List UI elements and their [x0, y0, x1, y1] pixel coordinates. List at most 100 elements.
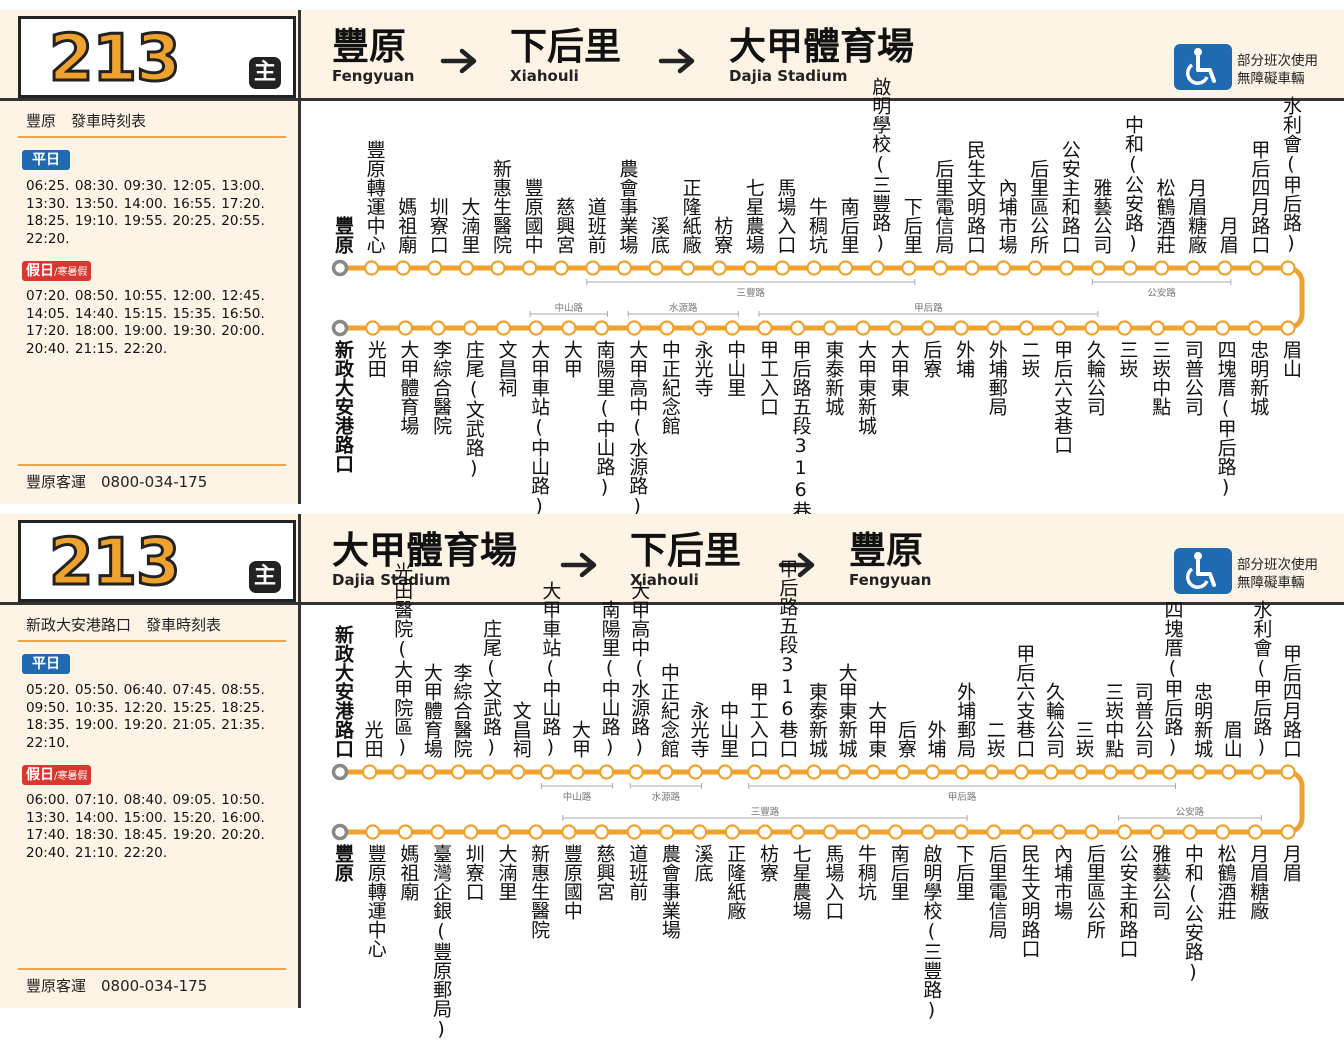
stop-dot[interactable]: [836, 764, 852, 780]
terminal-stop-dot[interactable]: [331, 763, 349, 781]
stop-label[interactable]: 大甲東: [865, 701, 888, 758]
stop-label[interactable]: 光田: [364, 340, 387, 378]
stop-dot[interactable]: [450, 764, 467, 780]
stop-label[interactable]: 農會事業場: [616, 159, 639, 254]
stop-label[interactable]: 眉山: [1220, 720, 1243, 758]
stop-dot[interactable]: [427, 260, 443, 276]
stop-label[interactable]: 中山里: [724, 340, 747, 397]
stop-label[interactable]: 甲后六支巷口: [1051, 340, 1074, 454]
stop-dot[interactable]: [628, 764, 644, 780]
stop-label[interactable]: 月眉: [1216, 216, 1239, 254]
terminal-stop-dot[interactable]: [331, 259, 349, 277]
stop-label[interactable]: 雅藝公司: [1149, 844, 1172, 920]
stop-label[interactable]: 久輪公司: [1083, 340, 1106, 416]
stop-label[interactable]: 月眉: [1280, 844, 1302, 882]
stop-label[interactable]: 正隆紙廠: [724, 844, 747, 920]
stop-dot[interactable]: [648, 260, 664, 276]
terminal-stop-dot[interactable]: [331, 319, 349, 337]
stop-dot[interactable]: [1027, 260, 1043, 276]
stop-dot[interactable]: [1280, 260, 1296, 276]
stop-label[interactable]: 永光寺: [691, 340, 714, 397]
stop-label[interactable]: 南后里: [887, 844, 910, 901]
stop-label[interactable]: 司普公司: [1131, 682, 1154, 758]
stop-dot[interactable]: [658, 764, 674, 780]
stop-label[interactable]: 李綜合醫院: [430, 340, 453, 435]
stop-dot[interactable]: [430, 320, 446, 336]
stop-label[interactable]: 圳寮口: [426, 197, 449, 254]
stop-label[interactable]: 甲后路五段316巷口: [789, 340, 812, 539]
stop-dot[interactable]: [1247, 320, 1263, 336]
stop-dot[interactable]: [724, 320, 740, 336]
stop-dot[interactable]: [1116, 320, 1133, 336]
stop-label[interactable]: 外埔: [953, 340, 976, 378]
stop-dot[interactable]: [865, 764, 881, 780]
stop-dot[interactable]: [679, 260, 696, 276]
stop-dot[interactable]: [687, 764, 704, 780]
stop-label[interactable]: 新惠生醫院: [490, 159, 512, 254]
stop-label[interactable]: 甲工入口: [746, 682, 769, 758]
stop-dot[interactable]: [458, 260, 474, 276]
stop-dot[interactable]: [616, 260, 633, 276]
stop-label[interactable]: 后寮: [920, 340, 943, 378]
stop-label[interactable]: 四塊厝(甲后路): [1214, 340, 1237, 498]
stop-label[interactable]: 七星農場: [789, 844, 812, 920]
stop-dot[interactable]: [480, 764, 496, 780]
stop-label[interactable]: 正隆紙廠: [679, 178, 702, 254]
stop-dot[interactable]: [1182, 824, 1198, 840]
stop-label[interactable]: 啟明學校(三豐路): [920, 844, 943, 1021]
stop-dot[interactable]: [1280, 764, 1296, 780]
stop-label[interactable]: 后寮: [894, 720, 917, 758]
stop-label[interactable]: 臺灣企銀(豐原郵局): [430, 844, 453, 1040]
stop-label[interactable]: 大甲車站(中山路): [539, 581, 562, 758]
stop-dot[interactable]: [585, 260, 601, 276]
stop-dot[interactable]: [1182, 320, 1198, 336]
stop-dot[interactable]: [822, 320, 838, 336]
stop-dot[interactable]: [1153, 260, 1170, 276]
stop-dot[interactable]: [995, 260, 1012, 276]
stop-dot[interactable]: [1248, 260, 1265, 276]
stop-label[interactable]: 圳寮口: [462, 844, 485, 901]
stop-dot[interactable]: [724, 824, 740, 840]
stop-label[interactable]: 二崁: [1018, 340, 1041, 378]
stop-dot[interactable]: [806, 260, 822, 276]
stop-dot[interactable]: [691, 320, 708, 336]
stop-label[interactable]: 東泰新城: [822, 340, 845, 416]
stop-dot[interactable]: [495, 320, 512, 336]
stop-dot[interactable]: [463, 320, 479, 336]
stop-dot[interactable]: [901, 260, 917, 276]
stop-dot[interactable]: [1247, 824, 1263, 840]
stop-label[interactable]: 民生文明路口: [1018, 844, 1041, 958]
stop-label[interactable]: 溪底: [691, 844, 714, 882]
stop-dot[interactable]: [1043, 764, 1059, 780]
stop-label[interactable]: 大湳里: [458, 197, 481, 254]
stop-dot[interactable]: [984, 764, 1000, 780]
stop-dot[interactable]: [365, 824, 381, 840]
stop-label[interactable]: 水利會(甲后路): [1280, 96, 1302, 254]
stop-dot[interactable]: [561, 320, 577, 336]
stop-dot[interactable]: [869, 260, 885, 276]
stop-dot[interactable]: [1051, 320, 1067, 336]
stop-dot[interactable]: [1215, 320, 1231, 336]
stop-label[interactable]: 松鶴酒莊: [1153, 178, 1176, 254]
stop-label[interactable]: 內埔市場: [1051, 844, 1074, 920]
stop-label[interactable]: 中和(公安路): [1122, 115, 1144, 254]
stop-dot[interactable]: [986, 824, 1002, 840]
stop-dot[interactable]: [561, 824, 577, 840]
stop-dot[interactable]: [593, 320, 610, 336]
stop-dot[interactable]: [553, 260, 569, 276]
stop-label[interactable]: 眉山: [1280, 340, 1302, 378]
stop-dot[interactable]: [1018, 824, 1035, 840]
stop-dot[interactable]: [1084, 824, 1100, 840]
stop-label[interactable]: 馬場入口: [774, 178, 797, 254]
stop-label[interactable]: 南陽里(中山路): [593, 340, 616, 498]
stop-dot[interactable]: [397, 824, 413, 840]
stop-dot[interactable]: [528, 320, 544, 336]
stop-dot[interactable]: [1280, 824, 1296, 840]
stop-dot[interactable]: [986, 320, 1002, 336]
stop-dot[interactable]: [743, 260, 759, 276]
stop-label[interactable]: 枋寮: [711, 216, 734, 254]
stop-label[interactable]: 大甲車站(中山路): [528, 340, 551, 517]
stop-label[interactable]: 豐原: [332, 844, 354, 882]
stop-dot[interactable]: [954, 764, 970, 780]
stop-label[interactable]: 司普公司: [1181, 340, 1204, 416]
